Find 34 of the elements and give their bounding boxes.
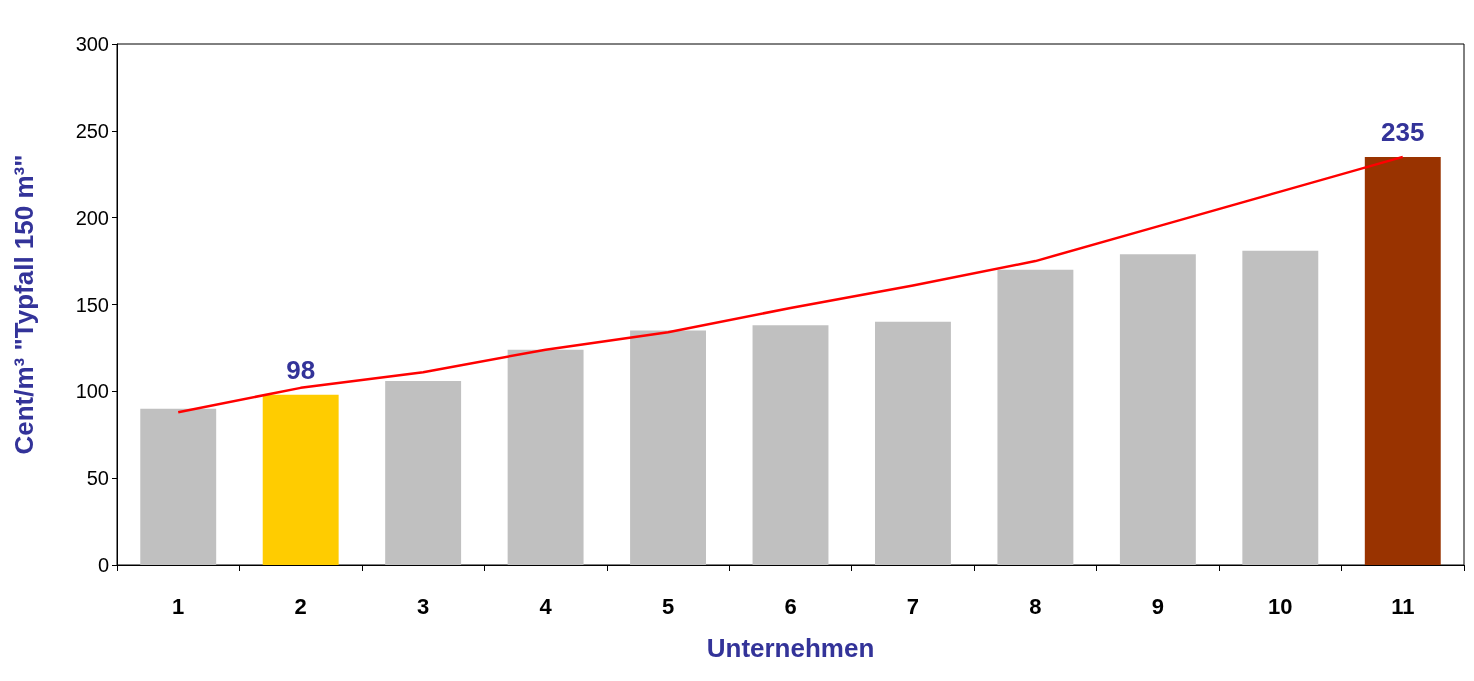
y-axis-title: Cent/m³ "Typfall 150 m³" <box>9 154 39 455</box>
bar <box>1242 250 1319 565</box>
bar <box>140 408 217 565</box>
x-tick-label: 6 <box>784 593 797 619</box>
data-label: 98 <box>286 354 316 385</box>
x-tick-label: 7 <box>906 593 920 619</box>
x-tick-label: 3 <box>417 593 430 619</box>
x-axis-title: Unternehmen <box>706 633 875 663</box>
x-tick-label: 5 <box>661 593 675 619</box>
bar <box>997 269 1074 565</box>
y-tick-label: 0 <box>97 554 109 576</box>
bar <box>385 380 462 565</box>
y-tick-label: 300 <box>75 33 109 55</box>
bar <box>507 349 584 565</box>
line-series <box>176 155 1405 414</box>
y-tick-label: 100 <box>75 380 109 403</box>
y-tick-label: 200 <box>75 206 109 229</box>
data-label: 235 <box>1381 116 1425 147</box>
bar <box>1364 156 1441 565</box>
bar <box>630 330 707 565</box>
y-tick-label: 250 <box>75 119 109 142</box>
bar <box>1119 254 1196 565</box>
x-tick-label: 4 <box>539 593 553 619</box>
x-tick-label: 1 <box>172 593 185 619</box>
x-tick-label: 2 <box>294 593 307 619</box>
y-tick-label: 150 <box>75 293 109 316</box>
bar <box>752 325 829 565</box>
x-tick-label: 9 <box>1151 593 1164 619</box>
bar <box>262 394 339 565</box>
y-tick-label: 50 <box>86 467 109 490</box>
x-tick-label: 11 <box>1391 593 1415 619</box>
x-tick-label: 10 <box>1268 593 1293 619</box>
x-tick-label: 8 <box>1029 593 1042 619</box>
bar <box>874 321 951 565</box>
